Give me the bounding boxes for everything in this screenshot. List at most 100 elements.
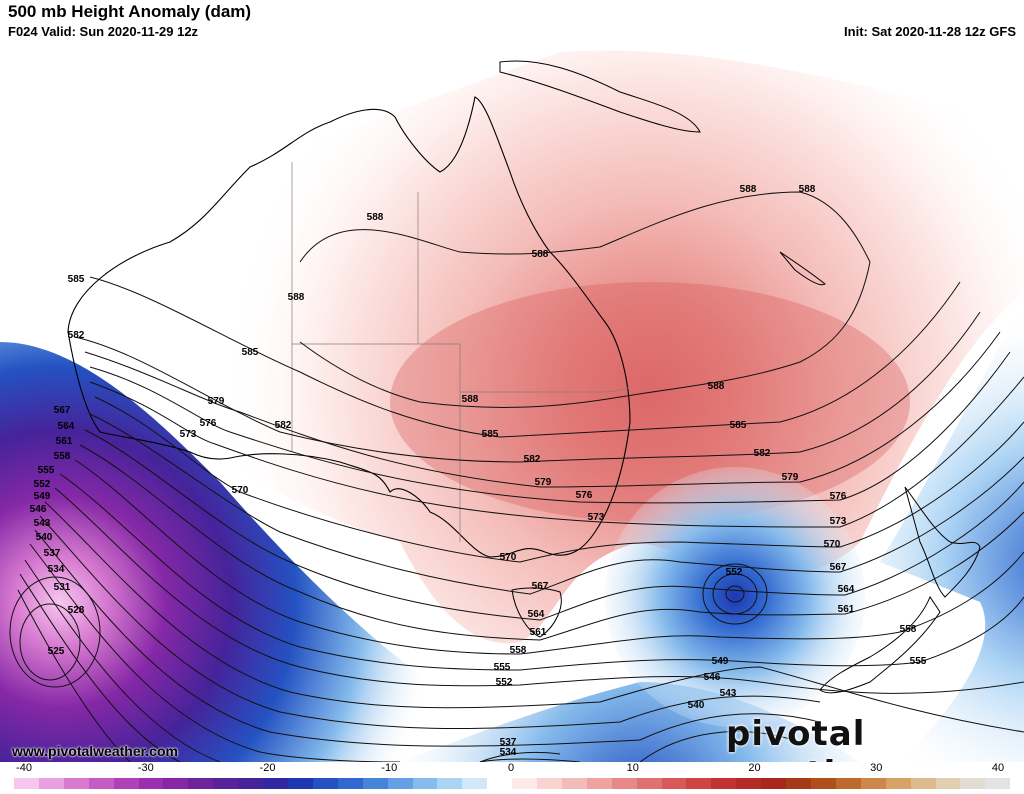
colorbar-segment bbox=[636, 778, 662, 789]
contour-label-549: 549 bbox=[34, 491, 51, 502]
colorbar-scale bbox=[14, 778, 1011, 789]
state-borders bbox=[291, 162, 631, 542]
contour-label-588: 588 bbox=[367, 212, 384, 223]
colorbar-segment bbox=[885, 778, 911, 789]
contour-534 bbox=[19, 573, 581, 762]
contour-579 bbox=[84, 331, 1001, 488]
negative-anomaly-region-east bbox=[880, 302, 1024, 762]
contour-label-558: 558 bbox=[510, 645, 527, 656]
contour-567 bbox=[89, 413, 1024, 595]
colorbar-segment bbox=[14, 778, 39, 789]
contour-label-534: 534 bbox=[48, 564, 65, 575]
colorbar-segment bbox=[113, 778, 139, 789]
colorbar-tick-label: 20 bbox=[748, 762, 761, 774]
contour-label-567: 567 bbox=[830, 562, 847, 573]
colorbar-segment bbox=[960, 778, 986, 789]
colorbar-segment bbox=[736, 778, 762, 789]
colorbar-tick-label: 30 bbox=[870, 762, 883, 774]
contour-label-576: 576 bbox=[830, 491, 847, 502]
contour-label-540: 540 bbox=[688, 700, 705, 711]
contour-label-582: 582 bbox=[524, 454, 541, 465]
colorbar-segment bbox=[138, 778, 164, 789]
contour-555-closed-low bbox=[702, 563, 768, 625]
contour-label-576: 576 bbox=[576, 490, 593, 501]
colorbar-segment bbox=[412, 778, 438, 789]
contour-label-543: 543 bbox=[34, 518, 51, 529]
map-title: 500 mb Height Anomaly (dam) bbox=[8, 2, 252, 21]
contour-label-585: 585 bbox=[730, 420, 747, 431]
contour-label-582: 582 bbox=[754, 448, 771, 459]
contour-585 bbox=[89, 276, 961, 438]
colorbar-segment bbox=[63, 778, 89, 789]
contour-label-555: 555 bbox=[494, 662, 511, 673]
contour-573 bbox=[89, 376, 1024, 528]
colorbar-tick-label: 0 bbox=[507, 762, 515, 774]
colorbar-segment bbox=[811, 778, 836, 789]
papua-coastline bbox=[499, 60, 701, 133]
colorbar-segment bbox=[835, 778, 861, 789]
colorbar-segment bbox=[860, 778, 886, 789]
contour-label-588: 588 bbox=[462, 394, 479, 405]
contour-576 bbox=[89, 351, 1011, 504]
contour-label-558: 558 bbox=[54, 451, 71, 462]
new-caledonia bbox=[779, 251, 826, 286]
contour-label-537: 537 bbox=[44, 548, 61, 559]
colorbar-segment bbox=[561, 778, 587, 789]
colorbar-segment bbox=[611, 778, 637, 789]
colorbar-tick-label: -40 bbox=[16, 762, 32, 774]
contour-label-552: 552 bbox=[34, 479, 51, 490]
colorbar-segment bbox=[337, 778, 363, 789]
colorbar-tick-labels: -40 -30 -20 -10 0 10 20 30 40 bbox=[0, 762, 1024, 776]
colorbar-segment bbox=[910, 778, 936, 789]
contour-561 bbox=[79, 444, 1024, 641]
contour-label-570: 570 bbox=[232, 485, 249, 496]
contour-label-543: 543 bbox=[720, 688, 737, 699]
tasmania-coastline bbox=[511, 587, 562, 638]
contour-588-south bbox=[299, 261, 871, 408]
colorbar-segment bbox=[188, 778, 214, 789]
new-zealand-south-island bbox=[819, 595, 941, 694]
contour-label-561: 561 bbox=[56, 436, 73, 447]
colorbar-tick-label: 40 bbox=[991, 762, 1005, 774]
colorbar-segment bbox=[437, 778, 463, 789]
colorbar-segment bbox=[786, 778, 811, 789]
contour-525 bbox=[19, 603, 81, 681]
colorbar-segment bbox=[661, 778, 687, 789]
colorbar-segment bbox=[462, 778, 488, 789]
contour-588-north bbox=[299, 191, 871, 263]
colorbar-tick-label: 10 bbox=[626, 762, 639, 774]
colorbar-segment bbox=[487, 778, 513, 789]
init-time: Init: Sat 2020-11-28 12z GFS bbox=[844, 24, 1016, 39]
contour-label-534: 534 bbox=[500, 747, 517, 758]
negative-anomaly-region-south bbox=[400, 682, 860, 762]
contour-label-555: 555 bbox=[910, 656, 927, 667]
contour-label-582: 582 bbox=[68, 330, 85, 341]
contour-label-564: 564 bbox=[58, 421, 75, 432]
contour-label-573: 573 bbox=[180, 429, 197, 440]
contour-549 bbox=[44, 501, 1024, 733]
contour-label-552: 552 bbox=[726, 567, 743, 578]
contour-552-closed-low bbox=[712, 573, 758, 615]
colorbar-tick-label: -30 bbox=[137, 762, 154, 774]
contour-label-567: 567 bbox=[532, 581, 549, 592]
contour-570 bbox=[94, 396, 1024, 563]
colorbar-segment bbox=[512, 778, 538, 789]
contour-label-585: 585 bbox=[482, 429, 499, 440]
contour-label-585: 585 bbox=[242, 347, 259, 358]
map-header: 500 mb Height Anomaly (dam) F024 Valid: … bbox=[0, 0, 1024, 42]
contour-label-546: 546 bbox=[704, 672, 721, 683]
colorbar-segment bbox=[163, 778, 189, 789]
contour-label-588: 588 bbox=[708, 381, 725, 392]
australia-coastline bbox=[67, 96, 631, 558]
colorbar-segment bbox=[362, 778, 388, 789]
contour-label-573: 573 bbox=[588, 512, 605, 523]
contour-552 bbox=[54, 487, 1024, 694]
contour-546 bbox=[39, 515, 821, 730]
contour-label-570: 570 bbox=[500, 552, 517, 563]
website-watermark: www.pivotalweather.com bbox=[12, 743, 178, 759]
contour-543 bbox=[34, 529, 821, 747]
anomaly-map: 588 588 588 588 588 588 588 585 585 585 585 582 582 5… bbox=[0, 42, 1024, 762]
contour-564 bbox=[84, 429, 1024, 621]
map-canvas: 588 588 588 588 588 588 588 585 585 585 585 582 582 5… bbox=[0, 42, 1024, 762]
contour-label-528: 528 bbox=[68, 605, 85, 616]
